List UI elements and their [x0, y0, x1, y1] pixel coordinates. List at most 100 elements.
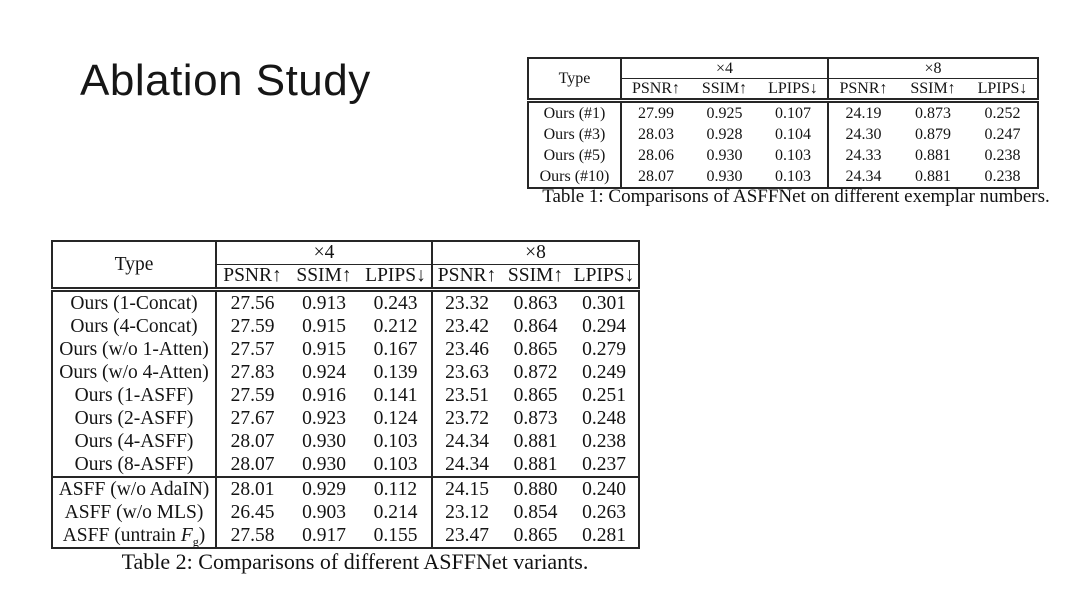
table-row: Ours (4-Concat) 27.59 0.915 0.212 23.42 0.864… [52, 315, 639, 338]
metric-value: 0.925 [706, 104, 743, 122]
metric-value: 0.238 [984, 167, 1021, 185]
row-label: Ours (4-Concat) [70, 315, 198, 337]
row-label: Ours (8-ASFF) [74, 453, 194, 475]
metric-value: 0.294 [582, 315, 626, 337]
metric-value: 28.07 [215, 453, 288, 477]
table-row: Ours (1-Concat) 27.56 0.913 0.243 23.32 0.863… [52, 289, 639, 315]
table-row: ASFF (w/o MLS) 26.45 0.903 0.214 23.12 0.854 0… [52, 501, 639, 524]
t2-x4-psnr-header: PSNR↑ [215, 264, 288, 292]
metric-value: 0.915 [302, 315, 346, 337]
metric-value: 0.930 [302, 453, 346, 475]
metric-value: 0.248 [582, 407, 626, 429]
table2-header: Type ×4 ×8 PSNR↑ SSIM↑ LPIPS↓ PSNR↑ SSIM… [52, 241, 640, 292]
table-row: Ours (#5) 28.06 0.930 0.103 24.33 0.881 0.238 [528, 145, 1038, 166]
t1-x4-ssim-header: SSIM↑ [690, 78, 759, 103]
metric-value: 28.03 [620, 124, 690, 145]
metric-value: 0.864 [513, 315, 558, 337]
table1-container: Type ×4 ×8 PSNR↑ SSIM↑ LPIPS↓ PSNR↑ SSIM… [527, 57, 1039, 189]
row-label: ASFF (untrain Fg) [52, 524, 216, 548]
t1-x8-psnr-header: PSNR↑ [827, 78, 898, 103]
t2-x4-ssim-header: SSIM↑ [288, 264, 360, 292]
metric-value: 24.33 [827, 145, 898, 166]
table2-container: Type ×4 ×8 PSNR↑ SSIM↑ LPIPS↓ PSNR↑ SSIM… [51, 240, 641, 549]
metric-value: 0.103 [775, 146, 811, 164]
table1-header: Type ×4 ×8 PSNR↑ SSIM↑ LPIPS↓ PSNR↑ SSIM… [528, 58, 1038, 103]
metric-value: 0.873 [513, 407, 558, 429]
metric-value: 24.19 [827, 100, 898, 124]
metric-value: 0.141 [373, 384, 418, 406]
metric-value: 27.56 [215, 289, 288, 315]
t1-scale-x4-header: ×4 [620, 58, 828, 79]
metric-value: 0.913 [302, 292, 346, 314]
t2-x4-lpips-header: LPIPS↓ [360, 264, 433, 292]
row-label: Ours (1-Concat) [70, 292, 198, 314]
metric-value: 0.212 [373, 315, 418, 337]
metric-value: 0.251 [582, 384, 626, 406]
t2-x8-psnr-header: PSNR↑ [431, 264, 502, 292]
row-label: Ours (4-ASFF) [74, 430, 194, 452]
metric-value: 0.865 [513, 384, 558, 406]
row-label: ASFF (w/o AdaIN) [52, 476, 216, 501]
table1-body: Ours (#1) 27.99 0.925 0.107 24.19 0.873 0.252 O… [528, 100, 1038, 188]
metric-value: 0.930 [302, 430, 346, 452]
table-row: Ours (#10) 28.07 0.930 0.103 24.34 0.881 0.238 [528, 166, 1038, 188]
metric-value: 24.34 [827, 166, 898, 188]
metric-value: 0.124 [373, 407, 418, 429]
table-row: Ours (#3) 28.03 0.928 0.104 24.30 0.879 0.247 [528, 124, 1038, 145]
row-label: Ours (w/o 4-Atten) [59, 361, 209, 383]
metric-value: 0.155 [373, 524, 418, 546]
metric-value: 0.881 [915, 146, 951, 164]
metric-value: 0.881 [513, 453, 558, 475]
metric-value: 0.112 [360, 476, 433, 501]
metric-value: 0.247 [984, 125, 1021, 143]
metric-value: 0.872 [513, 361, 558, 383]
table1-exemplar-numbers: Type ×4 ×8 PSNR↑ SSIM↑ LPIPS↓ PSNR↑ SSIM… [527, 57, 1039, 189]
table2-section-asff: ASFF (w/o AdaIN) 28.01 0.929 0.112 24.15 0.88… [52, 476, 640, 548]
metric-value: 0.854 [513, 501, 558, 523]
metric-value: 27.57 [215, 338, 288, 361]
metric-value: 24.30 [827, 124, 898, 145]
table-row: Ours (4-ASFF) 28.07 0.930 0.103 24.34 0.881 0.… [52, 430, 639, 453]
metric-value: 0.930 [706, 167, 743, 185]
metric-value: 23.42 [431, 315, 502, 338]
metric-value: 0.928 [706, 125, 743, 143]
table-row: ASFF (w/o AdaIN) 28.01 0.929 0.112 24.15 0.88… [52, 476, 640, 501]
row-label: ASFF (w/o MLS) [64, 501, 204, 523]
t1-x8-lpips-header: LPIPS↓ [968, 78, 1038, 103]
row-label: Ours (1-ASFF) [74, 384, 194, 406]
t2-scale-x8-header: ×8 [431, 241, 640, 265]
metric-value: 0.281 [582, 524, 626, 546]
metric-value: 27.99 [620, 100, 690, 124]
metric-value: 0.103 [373, 430, 418, 452]
metric-value: 0.880 [501, 476, 571, 501]
metric-value: 23.46 [431, 338, 502, 361]
metric-value: 27.83 [215, 361, 288, 384]
metric-value: 0.873 [915, 104, 951, 122]
metric-value: 0.930 [706, 146, 743, 164]
metric-value: 0.301 [582, 292, 626, 314]
metric-value: 0.238 [984, 146, 1021, 164]
metric-value: 0.103 [373, 453, 418, 475]
metric-value: 26.45 [215, 501, 288, 524]
metric-value: 27.59 [215, 315, 288, 338]
metric-value: 28.07 [620, 166, 690, 188]
table2-caption: Table 2: Comparisons of different ASFFNe… [121, 549, 589, 574]
metric-value: 0.237 [582, 453, 626, 475]
metric-value: 0.238 [582, 430, 626, 452]
slide-title: Ablation Study [80, 56, 371, 105]
row-label-part: ) [198, 524, 206, 546]
metric-value: 23.32 [431, 289, 502, 315]
row-label-part: g [192, 534, 199, 548]
t2-x8-lpips-header: LPIPS↓ [570, 264, 640, 292]
metric-value: 0.240 [570, 476, 640, 501]
metric-value: 24.34 [431, 430, 502, 453]
table2-section-ours: Ours (1-Concat) 27.56 0.913 0.243 23.32 0.863… [52, 289, 639, 477]
row-label: Ours (#3) [543, 125, 606, 143]
metric-value: 0.139 [373, 361, 418, 383]
metric-value: 23.72 [431, 407, 502, 430]
table-row: Ours (8-ASFF) 28.07 0.930 0.103 24.34 0.881 0.… [52, 453, 639, 477]
row-label-part: ASFF (untrain [62, 524, 181, 546]
t1-x4-psnr-header: PSNR↑ [620, 78, 690, 103]
table1-caption: Table 1: Comparisons of ASFFNet on diffe… [542, 186, 1050, 207]
